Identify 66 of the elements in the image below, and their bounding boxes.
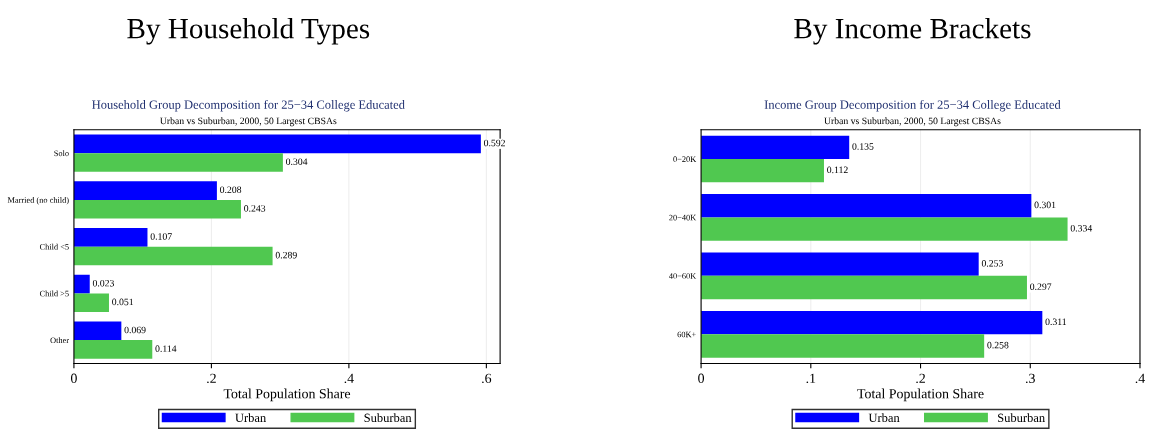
data-label: 0.243 [244,205,266,212]
text: Urban vs Suburban, 2000, 50 Largest CBSAs [824,117,1001,127]
bar [73,274,90,294]
bar [73,181,217,200]
x-tick-label: .4 [1135,373,1145,384]
data-label: 0.592 [484,139,505,147]
bar [73,293,109,313]
x-tick-label: 0 [698,373,705,383]
x-axis-title: Total Population Share [857,388,984,402]
x-tick-label: .2 [207,373,216,384]
x-tick-label: .6 [482,373,492,384]
data-label: 0.297 [1030,283,1052,291]
legend-label: Suburban [998,413,1045,423]
bar [701,159,824,183]
data-label: 0.135 [852,143,874,150]
bar [701,275,1027,300]
data-label: 0.023 [92,279,114,287]
data-label: 0.112 [827,166,848,174]
data-label: 0.301 [1034,201,1056,209]
data-label: 0.107 [150,233,172,240]
x-tick-label: 0 [70,373,77,383]
bar [73,153,283,172]
data-label: 0.334 [1070,224,1093,232]
bar [701,310,1043,335]
bar [73,134,481,154]
chart-subtitle: Income Group Decomposition for 25−34 College Educated [764,99,1061,112]
data-label: 0.289 [275,251,297,259]
legend-label: Urban [235,413,266,423]
legend-label: Suburban [364,413,412,423]
text: Urban vs Suburban, 2000, 50 Largest CBSAs [160,117,337,127]
x-tick-label: .2 [916,373,925,384]
chart-subtitle: Household Group Decomposition for 25−34 College Educated [92,99,405,112]
x-tick-label: .3 [1025,373,1035,384]
bar [73,321,122,341]
bar [73,246,273,266]
y-tick-label: Other [50,337,69,344]
bar [701,252,979,276]
data-label: 0.253 [981,260,1003,267]
bar [73,340,153,359]
data-label: 0.114 [155,345,177,352]
data-label: 0.311 [1045,318,1067,326]
data-label: 0.304 [286,158,308,165]
bar [701,194,1032,218]
bar [701,135,850,159]
data-label: 0.258 [987,341,1009,349]
y-tick-label: 60K+ [677,331,696,338]
bar [73,199,241,219]
data-label: 0.069 [124,326,146,334]
y-tick-label: Solo [54,150,69,157]
bar [73,227,148,247]
data-label: 0.051 [112,298,134,306]
chart-title: By Income Brackets [794,17,1031,45]
legend-label: Urban [868,413,900,423]
bar [701,217,1068,241]
x-tick-label: .4 [344,373,354,384]
y-tick-label: 40−60K [669,273,697,279]
y-tick-label: 0−20K [673,156,697,162]
y-tick-label: 20−40K [669,214,697,221]
y-tick-label: Child >5 [39,290,69,297]
chart-title: By Household Types [127,17,370,45]
bar [701,334,985,358]
x-tick-label: .1 [806,373,816,384]
x-axis-title: Total Population Share [223,388,351,402]
data-label: 0.208 [220,186,242,194]
y-tick-label: Married (no child) [7,197,69,205]
y-tick-label: Child <5 [39,243,69,250]
